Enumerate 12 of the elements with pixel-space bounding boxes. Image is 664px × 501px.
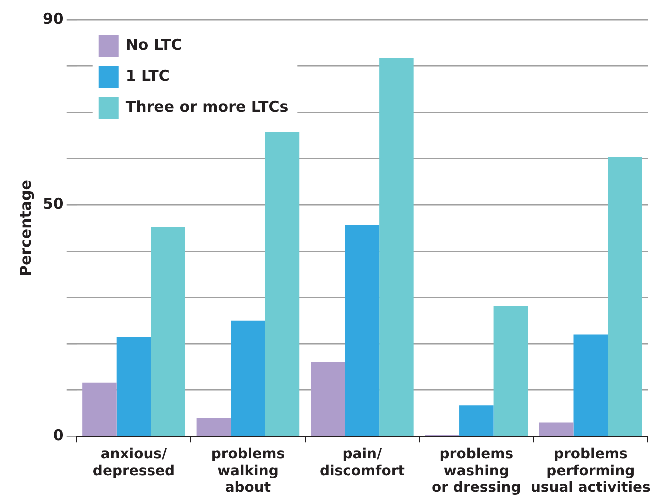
- x-tick-label: problems walking about: [211, 446, 286, 496]
- x-tick-label: problems performing usual activities: [530, 446, 651, 496]
- y-tick-label: 90: [43, 10, 64, 28]
- y-tick-label: 50: [43, 195, 64, 214]
- x-tick-label: problems washing or dressing: [432, 446, 522, 496]
- x-tick-label: anxious/ depressed: [92, 446, 176, 480]
- y-axis-title: Percentage: [16, 180, 35, 277]
- y-tick-label: 0: [53, 426, 64, 444]
- legend-label: 1 LTC: [126, 66, 170, 85]
- x-tick-label: pain/ discomfort: [320, 446, 406, 480]
- legend-label: Three or more LTCs: [126, 98, 289, 116]
- legend-label: No LTC: [126, 36, 182, 54]
